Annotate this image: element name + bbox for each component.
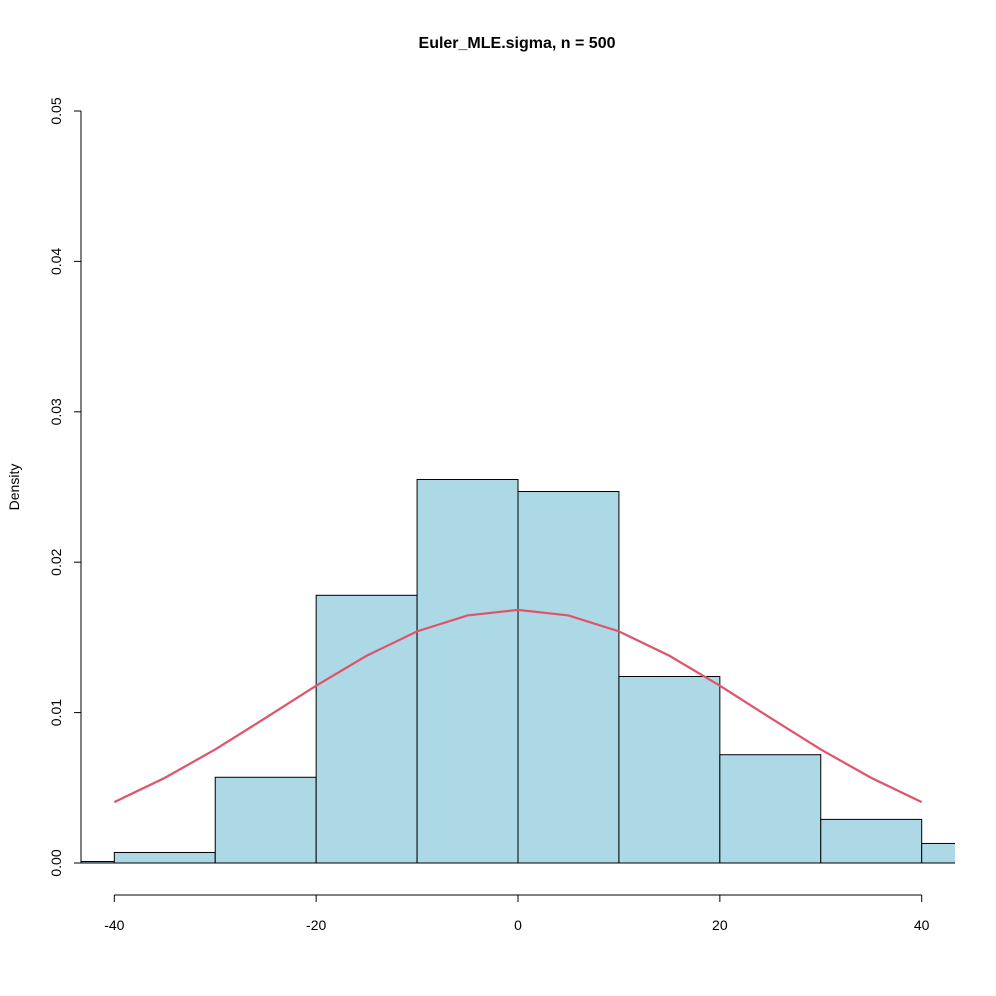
- y-tick-label: 0.00: [48, 849, 64, 876]
- y-tick-label: 0.05: [48, 97, 64, 124]
- bar: [315, 594, 418, 864]
- bar: [719, 754, 822, 864]
- x-tick-label: 40: [914, 917, 930, 933]
- x-tick-label: 0: [514, 917, 522, 933]
- density-curve: [113, 608, 923, 804]
- x-tick-label: -40: [104, 917, 124, 933]
- y-axis-label: Density: [6, 464, 22, 511]
- y-tick-label: 0.01: [48, 699, 64, 726]
- bar: [618, 676, 721, 864]
- y-tick-label: 0.02: [48, 548, 64, 575]
- bar: [921, 842, 955, 864]
- bar: [517, 491, 620, 864]
- plot-area: [81, 478, 955, 864]
- bar: [113, 851, 216, 864]
- y-tick-label: 0.03: [48, 398, 64, 425]
- bar: [416, 478, 519, 864]
- y-tick-label: 0.04: [48, 248, 64, 275]
- x-tick-label: -20: [306, 917, 326, 933]
- chart-title: Euler_MLE.sigma, n = 500: [419, 35, 616, 52]
- bar: [820, 818, 923, 864]
- bar: [214, 776, 317, 864]
- x-tick-label: 20: [712, 917, 728, 933]
